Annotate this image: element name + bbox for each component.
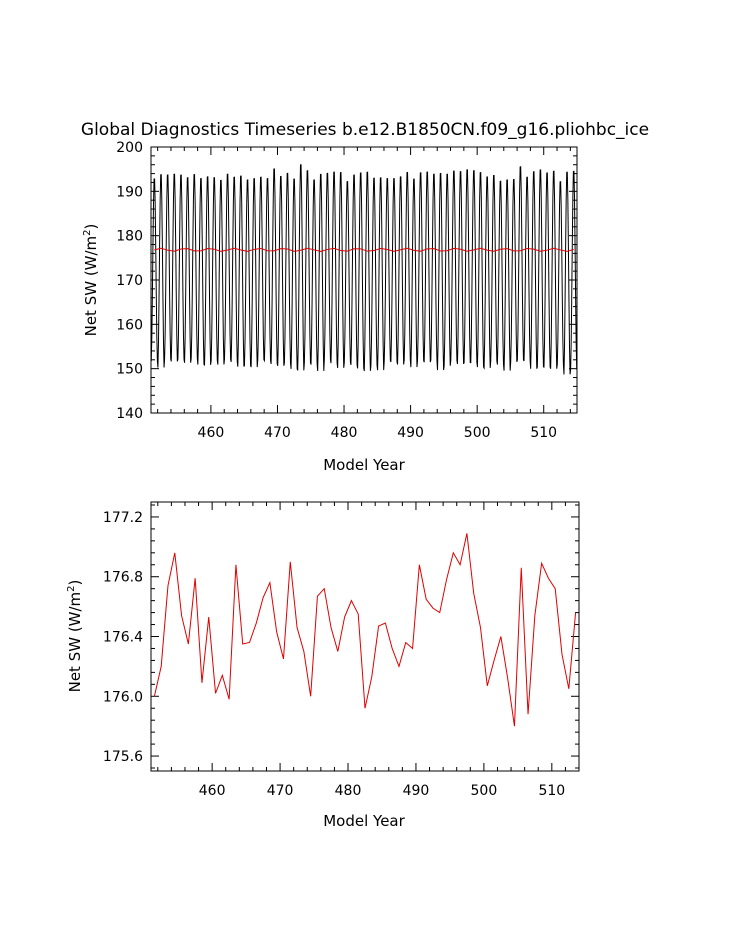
x-tick-label: 480 (331, 425, 358, 441)
bottom-ticks: 460 470 480 490 500 510 175.6 176.0 176.4 176.8 17… (103, 502, 580, 799)
bottom-y-axis-label: Net SW (W/m2) (66, 580, 84, 693)
y-tick-label: 160 (116, 317, 143, 333)
monthly-net-sw-line (150, 164, 578, 375)
x-tick-label: 480 (335, 783, 362, 799)
x-tick-label: 490 (397, 425, 424, 441)
y-tick-label: 150 (116, 362, 143, 378)
bottom-x-axis-label: Model Year (323, 812, 405, 830)
top-chart: 460 470 480 490 500 510140150160170180190200 … (82, 140, 578, 474)
x-tick-label: 500 (471, 783, 498, 799)
y-tick-label: 177.2 (103, 510, 143, 526)
x-tick-label: 460 (199, 783, 226, 799)
y-tick-label: 170 (116, 273, 143, 289)
x-tick-label: 500 (464, 425, 491, 441)
top-x-axis-label: Model Year (323, 456, 405, 474)
y-tick-label: 176.0 (103, 689, 143, 705)
bottom-plot-frame (150, 501, 580, 772)
annual-net-sw-line (153, 533, 577, 727)
x-tick-label: 490 (403, 783, 430, 799)
top-y-axis-label: Net SW (W/m2) (82, 224, 100, 337)
y-tick-label: 140 (116, 406, 143, 422)
x-tick-label: 510 (530, 425, 557, 441)
x-tick-label: 470 (267, 783, 294, 799)
annual-mean-net-sw-line (154, 247, 574, 252)
y-tick-label: 180 (116, 229, 143, 245)
chart-title: Global Diagnostics Timeseries b.e12.B185… (81, 120, 649, 140)
y-tick-label: 175.6 (103, 749, 143, 765)
y-tick-label: 176.8 (103, 570, 143, 586)
y-tick-label: 190 (116, 184, 143, 200)
x-tick-label: 470 (264, 425, 291, 441)
bottom-chart: 460 470 480 490 500 510 175.6 176.0 176.4 176.8 17… (66, 501, 580, 830)
top-ticks: 460 470 480 490 500 510 140 150 160 170 180 190 200 (116, 140, 577, 441)
x-tick-label: 510 (538, 783, 565, 799)
y-tick-label: 200 (116, 140, 143, 156)
y-tick-label: 176.4 (103, 630, 143, 646)
x-tick-label: 460 (198, 425, 225, 441)
